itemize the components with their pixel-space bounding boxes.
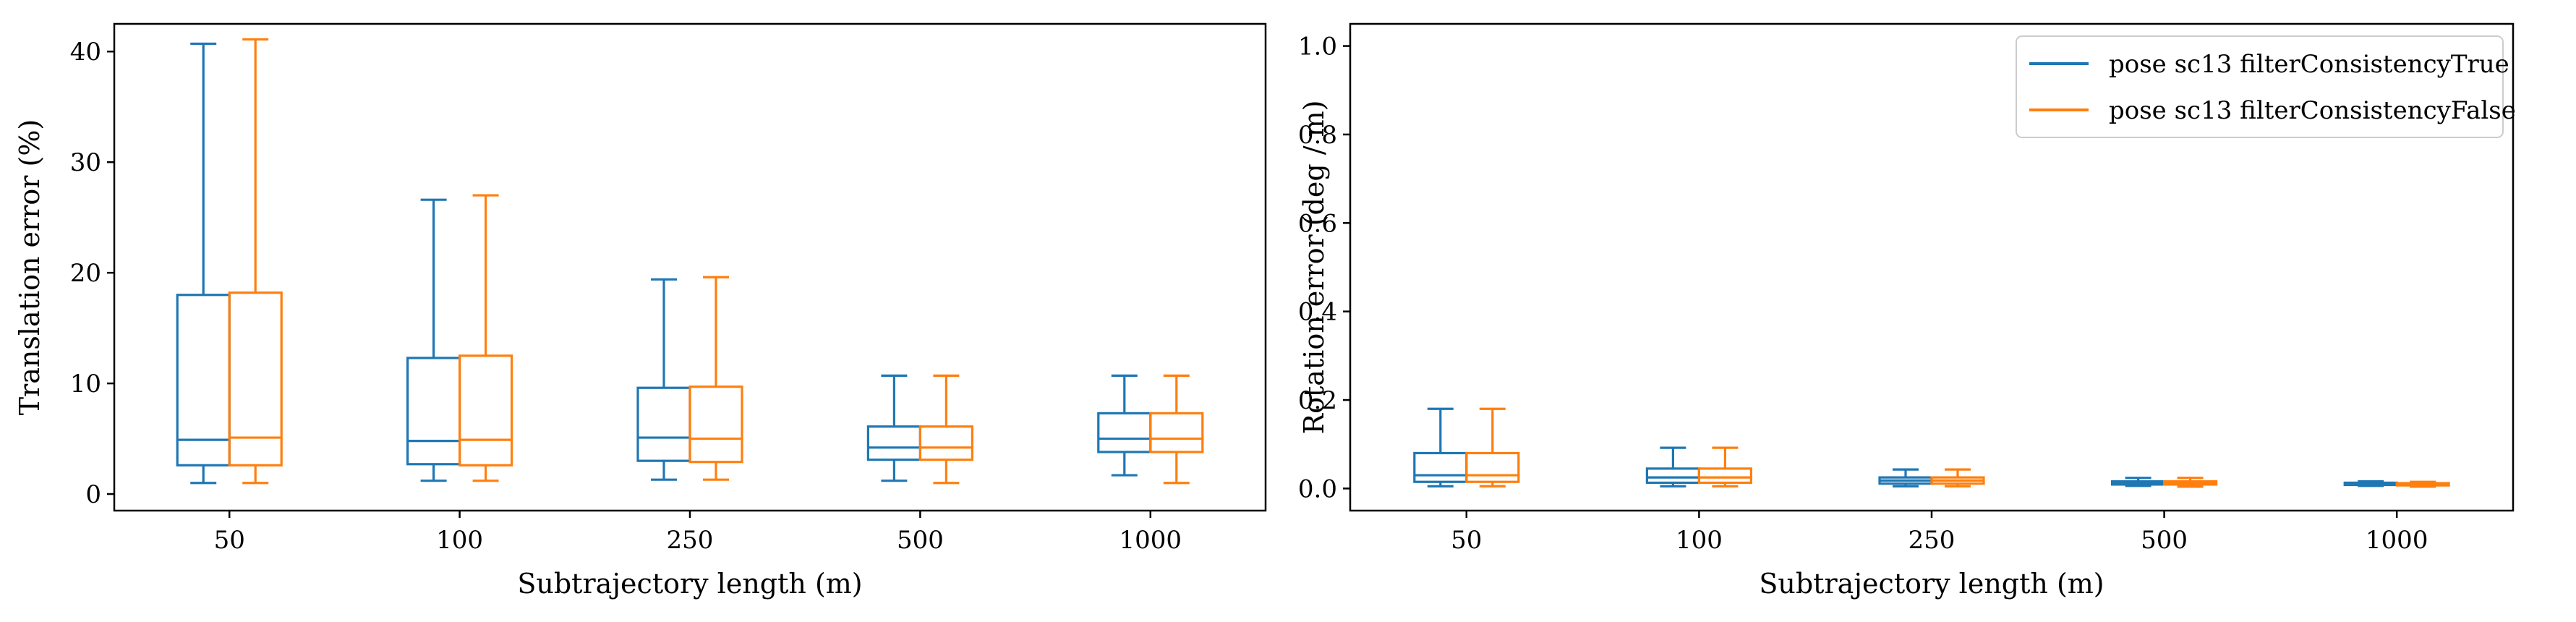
- box-100-false: [1697, 446, 1752, 487]
- box-500-false: [2163, 477, 2218, 488]
- y-tick-label: 1.0: [1298, 33, 1337, 61]
- box-500-true: [2111, 477, 2166, 487]
- x-tick-label: 250: [1908, 526, 1956, 555]
- box-iqr: [688, 385, 743, 464]
- x-tick-label: 500: [2141, 526, 2188, 555]
- y-tick-label: 0.6: [1298, 209, 1337, 238]
- box-iqr: [458, 354, 513, 466]
- x-tick-label: 500: [897, 526, 944, 555]
- box-250-false: [1930, 468, 1985, 487]
- legend: pose sc13 filterConsistencyTrue pose sc13…: [2016, 35, 2516, 138]
- y-tick-label: 0.0: [1298, 474, 1337, 503]
- legend-entry: pose sc13 filterConsistencyFalse: [2109, 96, 2516, 125]
- y-tick-label: 0.8: [1298, 121, 1337, 150]
- x-tick-label: 100: [1676, 526, 1723, 555]
- box-iqr: [228, 291, 283, 466]
- y-tick-label: 20: [70, 259, 101, 288]
- chart-panel-2: 50 100 250 500 1000 0.0 0.2 0.4 0.6 0.8 1.0 Subtraj…: [1298, 22, 2516, 600]
- box-iqr: [1149, 412, 1204, 453]
- x-axis-label: Subtrajectory length (m): [1759, 568, 2104, 600]
- y-tick-label: 40: [70, 38, 101, 67]
- box-1000-true: [2343, 480, 2398, 487]
- box-500-false: [918, 374, 974, 485]
- y-tick-label: 0: [85, 480, 101, 509]
- box-iqr: [918, 425, 974, 461]
- y-tick-label: 30: [70, 148, 101, 177]
- chart-panel-1: 50 100 250 500 1000 0 10 20 30 40 Subtrajectory le…: [14, 22, 1267, 600]
- box-1000-false: [1149, 374, 1204, 485]
- x-tick-label: 1000: [1119, 526, 1182, 555]
- box-50-false: [1465, 407, 1520, 487]
- box-iqr: [1697, 467, 1752, 485]
- box-iqr: [1465, 451, 1520, 483]
- y-axis-label: Translation error (%): [14, 119, 46, 416]
- box-50-false: [228, 38, 283, 485]
- x-tick-label: 1000: [2366, 526, 2428, 555]
- x-tick-label: 50: [214, 526, 245, 555]
- x-tick-label: 100: [436, 526, 483, 555]
- y-tick-label: 10: [70, 370, 101, 399]
- legend-entry: pose sc13 filterConsistencyTrue: [2109, 50, 2509, 79]
- box-250-false: [688, 276, 743, 481]
- x-tick-label: 250: [667, 526, 714, 555]
- box-50-true: [176, 42, 231, 485]
- box-100-false: [458, 194, 513, 482]
- box-1000-false: [2395, 480, 2450, 488]
- y-axis-label: Rotation error (deg / m): [1298, 101, 1330, 435]
- x-tick-label: 50: [1451, 526, 1482, 555]
- y-tick-label: 0.2: [1298, 386, 1337, 415]
- legend-box: [2016, 35, 2504, 138]
- x-axis-label: Subtrajectory length (m): [517, 568, 862, 600]
- y-tick-label: 0.4: [1298, 298, 1337, 327]
